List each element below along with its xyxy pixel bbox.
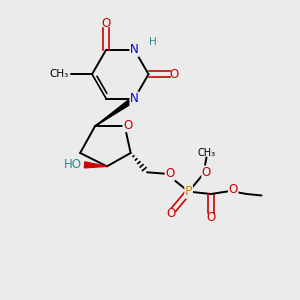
Polygon shape — [84, 162, 107, 168]
Text: N: N — [130, 43, 139, 56]
Text: O: O — [170, 68, 179, 81]
Text: O: O — [167, 207, 176, 220]
Text: O: O — [165, 167, 175, 180]
Text: CH₃: CH₃ — [197, 148, 215, 158]
Text: CH₃: CH₃ — [49, 69, 68, 79]
Text: O: O — [229, 183, 238, 196]
Text: P: P — [185, 185, 192, 198]
Text: H: H — [149, 37, 156, 47]
Polygon shape — [95, 97, 136, 126]
Text: O: O — [206, 211, 216, 224]
Text: HO: HO — [64, 158, 82, 171]
Text: O: O — [101, 17, 111, 30]
Text: O: O — [123, 118, 132, 131]
Text: N: N — [130, 92, 139, 105]
Text: O: O — [202, 166, 211, 179]
